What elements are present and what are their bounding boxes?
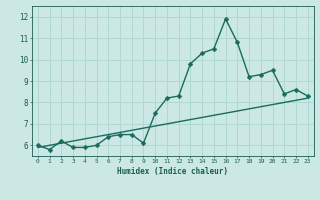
X-axis label: Humidex (Indice chaleur): Humidex (Indice chaleur)	[117, 167, 228, 176]
